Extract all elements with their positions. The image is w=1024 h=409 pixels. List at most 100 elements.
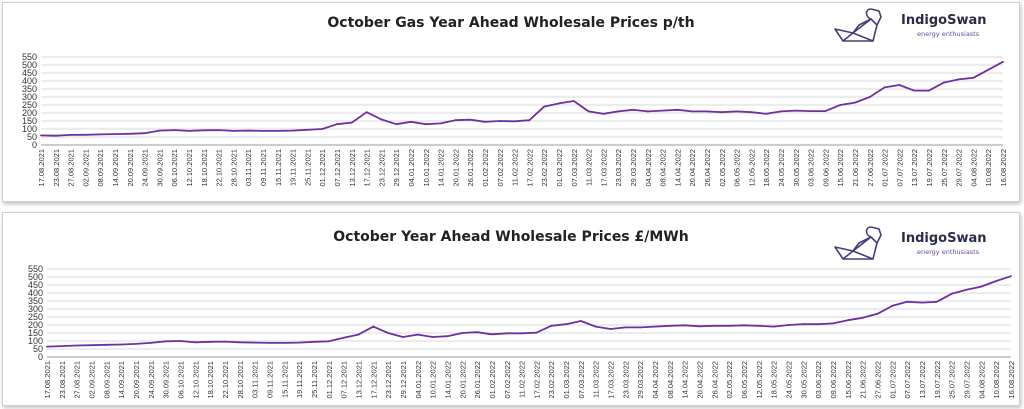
x-tick-label: 29.07.2022: [963, 361, 972, 399]
x-tick-label: 02.09.2021: [81, 149, 90, 187]
data-point: [550, 324, 553, 327]
x-tick-label: 24.05.2022: [777, 149, 786, 187]
data-point: [46, 345, 48, 348]
x-tick-label: 13.07.2022: [918, 361, 927, 399]
x-tick-label: 26.04.2022: [703, 149, 712, 187]
data-point: [298, 341, 301, 344]
data-point: [99, 133, 102, 136]
data-point: [164, 340, 167, 343]
data-point: [135, 342, 137, 345]
x-tick-label: 15.06.2022: [836, 149, 845, 187]
x-tick-label: 03.06.2022: [814, 361, 823, 399]
y-tick-label: 0: [32, 140, 37, 150]
x-tick-label: 23.12.2021: [384, 361, 393, 399]
data-point: [757, 324, 760, 327]
x-tick-label: 14.01.2022: [443, 361, 452, 399]
x-tick-label: 03.11.2021: [244, 149, 253, 186]
data-point: [713, 324, 716, 327]
logo-tagline: energy enthusiasts: [917, 248, 980, 256]
x-tick-label: 17.03.2022: [607, 361, 616, 399]
x-tick-label: 18.05.2022: [762, 149, 771, 187]
x-tick-label: 19.11.2021: [295, 361, 304, 398]
x-tick-label: 25.07.2022: [948, 361, 957, 399]
y-tick-label: 350: [28, 296, 43, 306]
x-tick-label: 23.12.2021: [377, 149, 386, 187]
x-tick-label: 17.08.2021: [43, 361, 52, 399]
x-tick-label: 29.03.2022: [636, 361, 645, 399]
data-point: [520, 332, 523, 335]
x-tick-label: 09.06.2022: [821, 149, 830, 187]
data-point: [891, 304, 894, 307]
data-point: [876, 312, 879, 315]
data-point: [883, 86, 886, 89]
x-tick-label: 23.08.2021: [52, 149, 61, 187]
x-tick-label: 09.06.2022: [829, 361, 838, 399]
x-tick-label: 27.06.2022: [874, 361, 883, 399]
data-point: [291, 129, 294, 132]
y-tick-label: 200: [28, 320, 43, 330]
data-point: [380, 118, 383, 121]
x-tick-label: 17.02.2022: [525, 149, 534, 187]
x-tick-label: 04.04.2022: [644, 149, 653, 187]
data-point: [120, 343, 123, 346]
x-tick-label: 08.09.2021: [96, 149, 105, 187]
data-point: [276, 130, 279, 132]
chart-title: October Year Ahead Wholesale Prices £/MW…: [333, 229, 689, 245]
chart-title: October Gas Year Ahead Wholesale Prices …: [327, 15, 695, 31]
x-tick-label: 04.08.2022: [969, 149, 978, 187]
data-point: [802, 323, 805, 326]
data-point: [995, 280, 998, 282]
data-point: [350, 121, 353, 124]
x-tick-label: 01.03.2022: [555, 149, 564, 187]
x-tick-label: 12.10.2021: [185, 149, 194, 187]
x-tick-label: 15.06.2022: [844, 361, 853, 399]
x-tick-label: 15.11.2021: [280, 361, 289, 398]
x-tick-label: 07.03.2022: [577, 361, 586, 399]
data-point: [906, 300, 909, 303]
x-tick-label: 04.08.2022: [977, 361, 986, 399]
x-tick-label: 13.07.2022: [910, 149, 919, 187]
y-tick-label: 550: [28, 264, 43, 274]
data-point: [817, 323, 820, 326]
data-point: [194, 341, 197, 344]
data-point: [980, 285, 983, 288]
y-tick-label: 250: [22, 100, 37, 110]
y-tick-label: 100: [22, 124, 37, 134]
data-point: [868, 96, 871, 98]
x-tick-label: 07.03.2022: [570, 149, 579, 187]
data-point: [572, 100, 575, 102]
data-point: [365, 111, 368, 114]
data-point: [750, 111, 753, 114]
data-point: [846, 319, 849, 322]
x-tick-label: 02.05.2022: [725, 361, 734, 399]
data-point: [513, 120, 516, 123]
data-point: [75, 344, 78, 347]
x-tick-label: 24.05.2022: [785, 361, 794, 399]
data-point: [676, 108, 679, 111]
x-tick-label: 25.07.2022: [940, 149, 949, 187]
data-point: [128, 132, 131, 135]
data-point: [787, 324, 790, 326]
x-tick-label: 30.05.2022: [799, 361, 808, 399]
y-tick-label: 0: [38, 352, 43, 362]
x-tick-label: 07.12.2021: [333, 149, 342, 187]
data-point: [558, 102, 560, 105]
data-point: [372, 325, 375, 328]
x-tick-label: 01.07.2022: [888, 361, 897, 399]
data-point: [543, 105, 546, 108]
logo-name: IndigoSwan: [901, 231, 987, 246]
data-point: [691, 110, 694, 113]
x-tick-label: 20.04.2022: [688, 149, 697, 187]
chart-panel-gas-p-th: October Gas Year Ahead Wholesale Prices …: [2, 2, 1020, 202]
x-tick-label: 14.09.2021: [111, 149, 120, 187]
data-point: [950, 292, 953, 295]
data-point: [247, 129, 250, 132]
data-point: [158, 129, 161, 132]
data-point: [824, 110, 827, 112]
data-point: [854, 101, 856, 104]
data-point: [461, 332, 464, 334]
x-tick-label: 06.05.2022: [740, 361, 749, 399]
y-tick-label: 450: [22, 68, 37, 78]
